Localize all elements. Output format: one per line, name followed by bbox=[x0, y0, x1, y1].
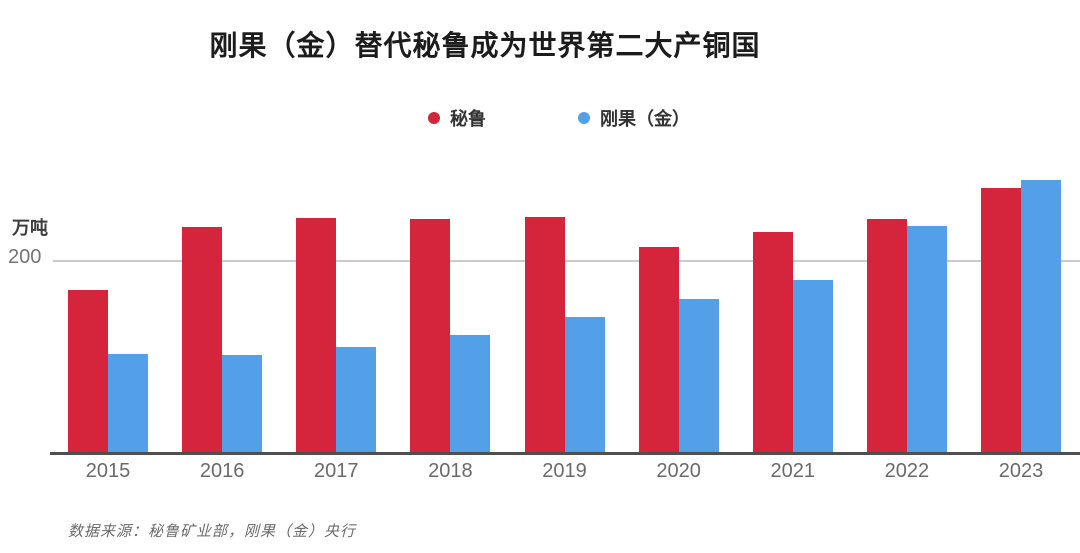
legend-dot-icon-peru bbox=[428, 112, 440, 124]
x-axis-label-2018: 2018 bbox=[428, 460, 473, 482]
x-axis-label-2015: 2015 bbox=[85, 460, 131, 482]
bar-series1-2020 bbox=[678, 299, 719, 453]
bar-series0-2016 bbox=[182, 227, 223, 453]
legend-label-congo: 刚果（金） bbox=[600, 109, 690, 129]
legend-label-peru: 秘鲁 bbox=[450, 109, 486, 129]
bar-series1-2016 bbox=[222, 355, 263, 453]
x-axis-label-2021: 2021 bbox=[770, 460, 816, 482]
bar-series1-2023 bbox=[1021, 180, 1061, 453]
x-axis-label-2016: 2016 bbox=[199, 460, 245, 482]
x-axis-label-2019: 2019 bbox=[542, 460, 587, 482]
y-axis-tick-label: 200 bbox=[8, 246, 42, 268]
chart-title: 刚果（金）替代秘鲁成为世界第二大产铜国 bbox=[209, 30, 761, 61]
y-axis-unit-label: 万吨 bbox=[12, 218, 48, 238]
source-note: 数据来源：秘鲁矿业部，刚果（金）央行 bbox=[68, 523, 357, 540]
bar-series0-2021 bbox=[752, 232, 793, 453]
bar-series0-2018 bbox=[410, 219, 451, 453]
x-axis-label-2020: 2020 bbox=[656, 460, 701, 482]
bar-series1-2021 bbox=[792, 280, 833, 453]
bar-series0-2017 bbox=[296, 218, 337, 453]
bar-series0-2023 bbox=[981, 188, 1021, 453]
gridline-200 bbox=[53, 260, 1080, 262]
bar-series0-2019 bbox=[524, 217, 565, 453]
bar-series0-2022 bbox=[866, 219, 907, 453]
legend-item-peru: 秘鲁 bbox=[428, 105, 486, 131]
bar-series1-2017 bbox=[336, 347, 377, 453]
x-axis-label-2022: 2022 bbox=[884, 460, 930, 482]
legend: 秘鲁 刚果（金） bbox=[38, 105, 1080, 131]
bar-series0-2020 bbox=[638, 247, 679, 453]
bar-series1-2019 bbox=[564, 317, 605, 453]
legend-dot-icon-congo bbox=[578, 112, 590, 124]
bar-series1-2022 bbox=[906, 226, 947, 453]
bar-series0-2015 bbox=[68, 290, 108, 453]
bar-series1-2018 bbox=[450, 335, 491, 453]
bar-series1-2015 bbox=[108, 354, 148, 453]
x-axis-line bbox=[50, 452, 1080, 455]
x-axis-label-2017: 2017 bbox=[314, 460, 359, 482]
legend-item-congo: 刚果（金） bbox=[578, 105, 690, 131]
x-axis-label-2023: 2023 bbox=[998, 460, 1044, 482]
